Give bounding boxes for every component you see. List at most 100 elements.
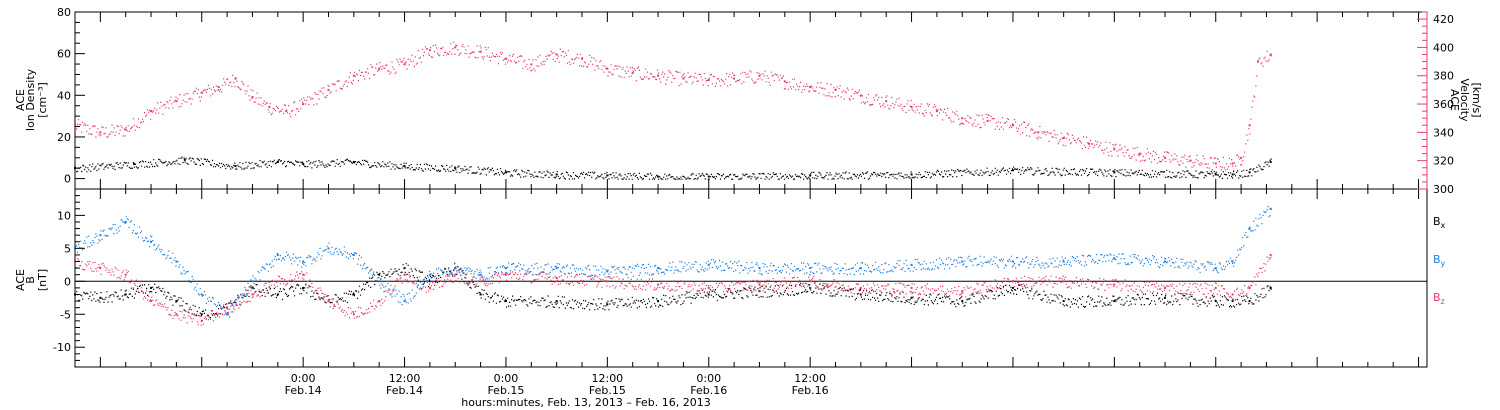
field-tick-label: 0 xyxy=(64,275,71,288)
by-series-point xyxy=(352,253,355,256)
x-tick-label-time: 12:00 xyxy=(389,372,421,385)
density-tick-label: 40 xyxy=(57,89,71,102)
bz-series-point xyxy=(200,319,203,322)
field-tick-label: -5 xyxy=(60,308,71,321)
velocity-series-point xyxy=(251,95,254,98)
x-tick-label-date: Feb.15 xyxy=(487,384,524,397)
bx-series-point xyxy=(1214,300,1217,303)
bz-series-point xyxy=(99,267,102,270)
bx-series-point xyxy=(352,293,355,296)
velocity-series-point xyxy=(454,46,457,49)
bottom-panel-frame xyxy=(74,188,1428,368)
density-series-point xyxy=(555,173,558,176)
velocity-tick-label: 340 xyxy=(1433,126,1454,139)
density-series-point xyxy=(1269,160,1272,163)
density-series-point xyxy=(403,165,406,168)
bz-series-dots xyxy=(75,256,1272,326)
bx-series-point xyxy=(707,293,710,296)
bx-series-point xyxy=(99,296,102,299)
bx-series-point xyxy=(200,313,203,316)
density-axis-title-line1: ACE xyxy=(14,89,27,111)
field-axis-title-line3: [nT] xyxy=(36,269,49,291)
by-series-point xyxy=(1011,260,1014,263)
density-tick-label: 60 xyxy=(57,48,71,61)
density-series-point xyxy=(1248,171,1251,174)
density-series-point xyxy=(133,163,136,166)
by-series-point xyxy=(758,267,761,270)
density-series-point xyxy=(707,175,710,178)
velocity-axis-title-line2: Velocity xyxy=(1458,78,1471,122)
density-axis-title: ACE Ion Density [cm⁻³] xyxy=(14,68,49,131)
velocity-series-point xyxy=(682,77,685,80)
bx-series-point xyxy=(504,300,507,303)
by-series-point xyxy=(1164,260,1167,263)
bx-series-point xyxy=(378,273,381,276)
legend-by-main: B xyxy=(1433,253,1441,266)
bx-series-point xyxy=(150,286,153,289)
by-series-point xyxy=(707,263,710,266)
by-series-point xyxy=(327,247,330,250)
x-tick-label-date: Feb.16 xyxy=(792,384,829,397)
legend-by-sub: y xyxy=(1441,259,1446,268)
by-series-point xyxy=(99,234,102,237)
bz-series-point xyxy=(428,286,431,289)
velocity-series-point xyxy=(935,110,938,113)
bz-series xyxy=(74,253,1272,326)
bx-series-point xyxy=(606,303,609,306)
velocity-series-point xyxy=(1214,162,1217,165)
bz-series-point xyxy=(1062,280,1065,283)
bx-series-point xyxy=(124,293,127,296)
velocity-series-dots xyxy=(75,41,1272,172)
velocity-series-point xyxy=(910,105,913,108)
x-tick-label-time: 12:00 xyxy=(794,372,826,385)
bz-series-point xyxy=(1214,286,1217,289)
velocity-series-point xyxy=(631,71,634,74)
bz-series-point xyxy=(1269,253,1272,256)
by-series xyxy=(74,206,1272,318)
density-tick-label: 20 xyxy=(57,131,71,144)
velocity-series-point xyxy=(1138,152,1141,155)
bx-series-point xyxy=(1231,300,1234,303)
velocity-series-point xyxy=(657,74,660,77)
velocity-series-point xyxy=(403,63,406,66)
by-series-point xyxy=(1113,257,1116,260)
density-series-point xyxy=(809,174,812,177)
by-series-point xyxy=(1269,207,1272,210)
velocity-series-point xyxy=(504,57,507,60)
by-series-point xyxy=(961,260,964,263)
velocity-series-point xyxy=(74,124,76,127)
bx-series-point xyxy=(1269,286,1272,289)
velocity-series-point xyxy=(1240,156,1243,159)
by-series-point xyxy=(479,273,482,276)
velocity-series-point xyxy=(1113,148,1116,151)
bz-series-point xyxy=(150,300,153,303)
x-tick-label-date: Feb.14 xyxy=(386,384,423,397)
velocity-series-point xyxy=(302,103,305,106)
legend-bz-sub: z xyxy=(1441,297,1445,306)
bz-series-point xyxy=(251,293,254,296)
velocity-tick-label: 320 xyxy=(1433,155,1454,168)
x-tick-label-time: 12:00 xyxy=(591,372,623,385)
density-tick-label: 80 xyxy=(57,6,71,19)
field-axis-title-line1: ACE xyxy=(14,269,27,291)
field-tick-label: -10 xyxy=(53,341,71,354)
bx-series-point xyxy=(302,286,305,289)
density-series-point xyxy=(183,158,186,161)
velocity-series-point xyxy=(961,117,964,120)
density-tick-label: 0 xyxy=(64,173,71,186)
velocity-series-point xyxy=(530,63,533,66)
bz-series-point xyxy=(479,280,482,283)
density-series-point xyxy=(302,163,305,166)
velocity-series-point xyxy=(986,120,989,123)
bz-series-point xyxy=(1113,283,1116,286)
bx-series-point xyxy=(1062,300,1065,303)
by-series-point xyxy=(1231,260,1234,263)
velocity-series-point xyxy=(783,80,786,83)
bx-series-point xyxy=(1113,300,1116,303)
velocity-axis-title-line3: [km/s] xyxy=(1470,82,1483,117)
by-series-point xyxy=(124,220,127,223)
legend-bz: Bz xyxy=(1433,291,1445,306)
by-series-point xyxy=(504,267,507,270)
velocity-axis-title: ACE Velocity [km/s] xyxy=(1448,78,1483,122)
